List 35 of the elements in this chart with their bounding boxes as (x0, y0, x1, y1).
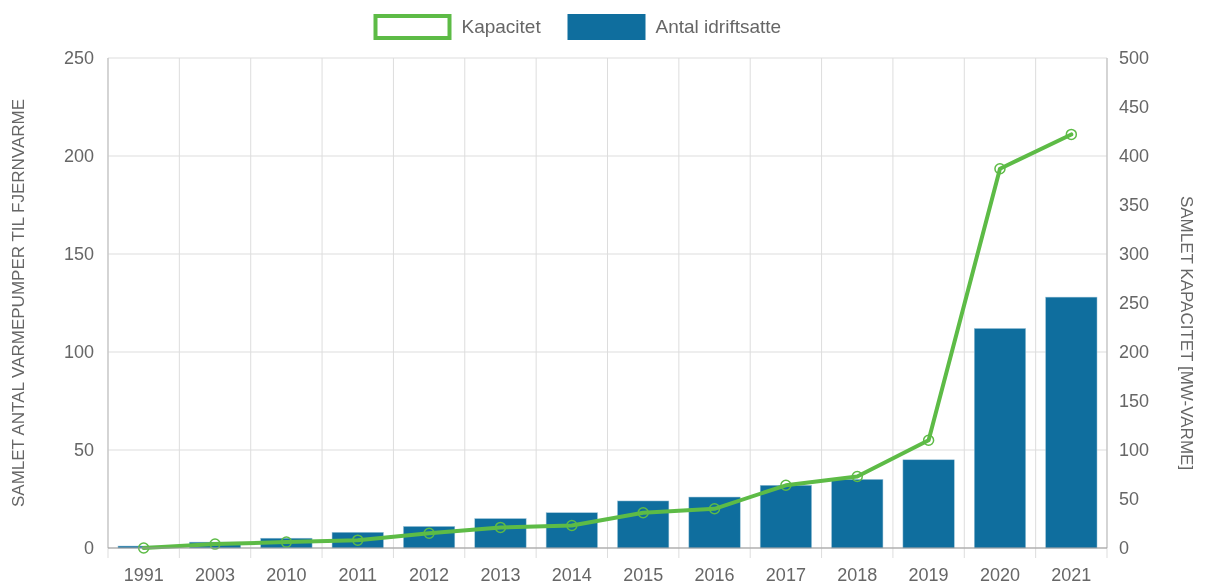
x-tick-label: 2021 (1051, 565, 1092, 585)
y-tick-label: 0 (83, 538, 94, 559)
y-tick-label: 200 (63, 146, 94, 167)
y2-tick-label: 200 (1119, 342, 1150, 363)
x-tick-label: 2003 (195, 565, 236, 585)
y-tick-label: 50 (73, 440, 94, 461)
x-tick-label: 2014 (551, 565, 592, 585)
x-tick-label: 2016 (694, 565, 735, 585)
legend-label: Kapacitet (461, 16, 542, 37)
y2-tick-label: 400 (1119, 146, 1150, 167)
y-tick-label: 150 (63, 244, 94, 265)
x-tick-label: 2015 (623, 565, 664, 585)
y2-tick-label: 0 (1119, 538, 1130, 559)
y2-tick-label: 300 (1119, 244, 1150, 265)
y-axis-title: SAMLET ANTAL VARMEPUMPER TIL FJERNVARME (9, 98, 28, 508)
y2-tick-label: 100 (1119, 440, 1150, 461)
x-tick-label: 1991 (123, 565, 164, 585)
x-tick-label: 2019 (908, 565, 949, 585)
y2-tick-label: 500 (1119, 48, 1150, 69)
y-tick-label: 100 (63, 342, 94, 363)
y2-tick-label: 250 (1119, 293, 1150, 314)
x-tick-label: 2011 (338, 565, 378, 585)
x-tick-label: 2017 (765, 565, 806, 585)
y2-tick-label: 450 (1119, 97, 1150, 118)
x-tick-label: 2010 (266, 565, 307, 585)
x-tick-label: 2020 (979, 565, 1020, 585)
y-tick-label: 250 (63, 48, 94, 69)
y2-axis-title: SAMLET KAPACITET [MW-VARME] (1177, 195, 1196, 471)
y2-tick-label: 50 (1119, 489, 1140, 510)
y2-tick-label: 150 (1119, 391, 1150, 412)
x-tick-label: 2012 (409, 565, 450, 585)
legend-label: Antal idriftsatte (655, 16, 782, 37)
y2-tick-label: 350 (1119, 195, 1150, 216)
x-tick-label: 2018 (837, 565, 878, 585)
x-tick-label: 2013 (480, 565, 521, 585)
